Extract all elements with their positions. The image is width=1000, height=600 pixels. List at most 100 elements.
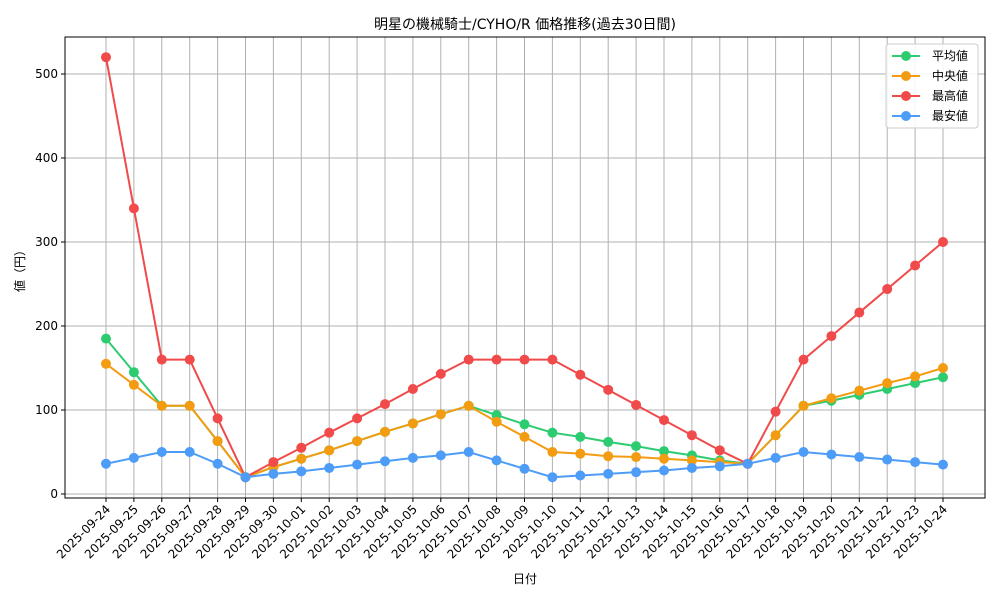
data-point-marker (128, 203, 139, 214)
data-point-marker (101, 333, 111, 344)
data-point-marker (380, 456, 390, 467)
data-point-marker (798, 447, 809, 457)
data-point-marker (547, 447, 558, 457)
data-point-marker (268, 457, 279, 468)
legend-label: 最高値 (932, 88, 968, 103)
legend-entry: 中央値 (892, 68, 968, 83)
legend-label: 中央値 (932, 68, 968, 83)
data-point-marker (101, 458, 111, 469)
data-point-marker (101, 358, 111, 369)
series-lines (101, 52, 948, 483)
data-point-marker (407, 384, 418, 394)
y-tick-label: 300 (35, 235, 58, 249)
data-point-marker (603, 436, 614, 447)
data-point-marker (296, 453, 307, 464)
data-point-marker (547, 427, 558, 438)
data-point-marker (770, 452, 781, 463)
data-point-marker (826, 393, 837, 404)
y-tick-label: 0 (50, 487, 58, 501)
data-point-marker (352, 459, 363, 470)
data-point-marker (938, 372, 948, 383)
data-point-marker (659, 446, 669, 457)
data-point-marker (240, 472, 251, 483)
data-point-marker (770, 430, 781, 441)
data-point-marker (938, 363, 948, 373)
data-point-marker (798, 400, 809, 411)
data-point-marker (659, 465, 669, 476)
data-point-marker (407, 452, 418, 463)
data-point-marker (910, 457, 921, 468)
x-axis-title: 日付 (513, 572, 537, 586)
data-point-marker (296, 442, 307, 453)
data-point-marker (686, 455, 697, 466)
legend-marker-icon (901, 111, 911, 121)
data-point-marker (575, 448, 586, 459)
data-point-marker (491, 455, 502, 466)
data-point-marker (910, 260, 921, 271)
grid-lines (65, 37, 985, 498)
data-point-marker (128, 379, 139, 390)
data-point-marker (547, 354, 558, 365)
data-point-marker (631, 441, 642, 452)
data-point-marker (882, 454, 893, 465)
data-point-marker (603, 468, 614, 479)
y-axis: 0 100 200 300 400 500 (35, 67, 65, 501)
data-point-marker (603, 384, 614, 395)
data-point-marker (184, 400, 195, 411)
y-tick-label: 100 (35, 403, 58, 417)
data-point-marker (463, 354, 474, 365)
data-point-marker (380, 426, 390, 437)
data-point-marker (854, 452, 865, 463)
data-point-marker (463, 447, 474, 457)
data-point-marker (882, 378, 893, 389)
data-point-marker (128, 367, 139, 378)
data-point-marker (435, 368, 446, 379)
data-point-marker (156, 354, 167, 365)
data-point-marker (491, 354, 502, 365)
data-point-marker (296, 466, 307, 477)
data-point-marker (686, 462, 697, 473)
y-axis-title: 値（円） (12, 244, 27, 292)
data-point-marker (659, 453, 669, 464)
data-point-marker (742, 458, 753, 469)
data-point-marker (491, 416, 502, 427)
data-point-marker (352, 436, 363, 447)
legend-label: 最安値 (932, 108, 968, 123)
legend-entry: 平均値 (892, 48, 968, 63)
data-point-marker (128, 452, 139, 463)
data-point-marker (686, 430, 697, 441)
data-point-marker (631, 452, 642, 463)
data-point-marker (519, 354, 530, 365)
data-point-marker (854, 385, 865, 396)
legend-box (885, 43, 979, 129)
series-line (101, 447, 948, 483)
series-line (101, 52, 948, 483)
data-point-marker (659, 415, 669, 426)
data-point-marker (352, 413, 363, 424)
data-point-marker (882, 284, 893, 295)
data-point-marker (547, 472, 558, 483)
y-tick-label: 200 (35, 319, 58, 333)
data-point-marker (910, 371, 921, 382)
data-point-marker (324, 462, 335, 473)
data-point-marker (938, 237, 948, 247)
data-point-marker (519, 463, 530, 474)
legend-entry: 最安値 (892, 108, 968, 123)
data-point-marker (938, 459, 948, 470)
data-point-marker (380, 399, 390, 410)
data-point-marker (631, 467, 642, 478)
data-point-marker (463, 400, 474, 411)
data-point-marker (435, 409, 446, 420)
data-point-marker (324, 445, 335, 456)
data-point-marker (212, 413, 223, 424)
legend-marker-icon (901, 51, 911, 61)
legend-marker-icon (901, 91, 911, 101)
legend-label: 平均値 (932, 48, 968, 63)
chart-title: 明星の機械騎士/CYHO/R 価格推移(過去30日間) (374, 17, 676, 33)
data-point-marker (268, 468, 279, 479)
data-point-marker (798, 354, 809, 365)
